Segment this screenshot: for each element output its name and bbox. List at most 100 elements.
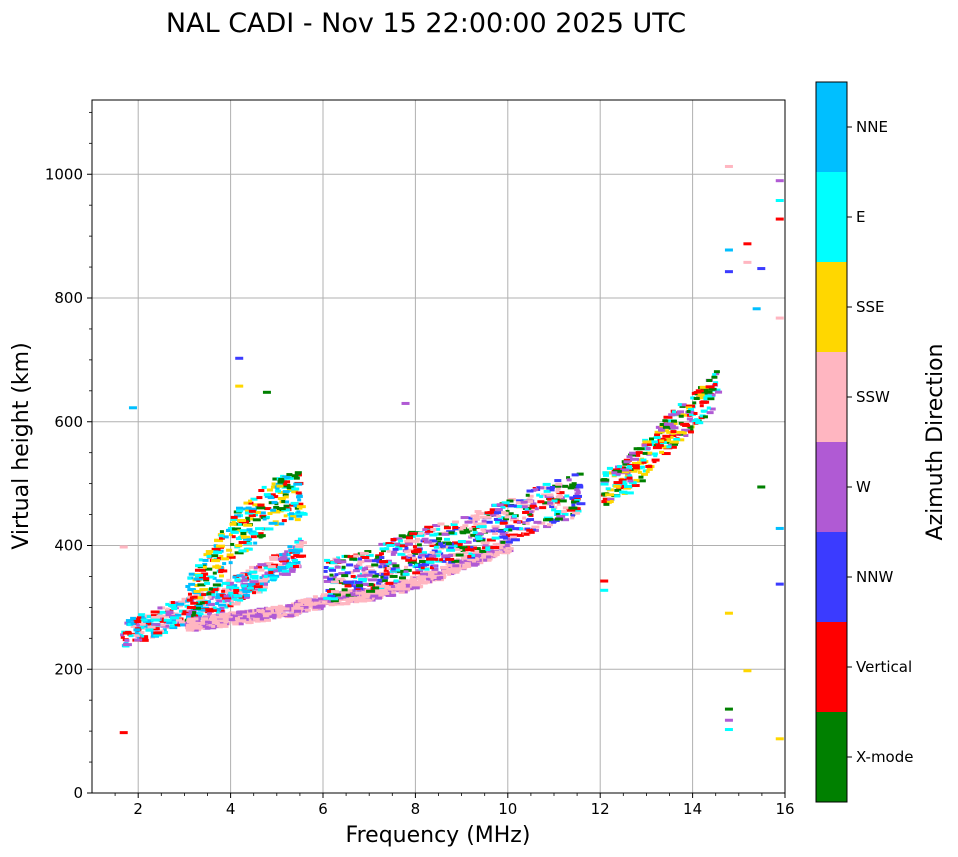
echo-point <box>211 554 219 558</box>
echo-point <box>661 452 671 456</box>
echo-point <box>607 497 615 501</box>
echo-point <box>389 574 398 578</box>
echo-point <box>359 551 369 555</box>
echo-point <box>431 549 438 553</box>
echo-point <box>269 576 278 580</box>
echo-point <box>397 569 406 573</box>
echo-point <box>214 615 224 619</box>
echo-point <box>724 728 733 732</box>
echo-point <box>703 390 713 394</box>
echo-point <box>503 517 510 521</box>
echo-point <box>605 493 615 497</box>
echo-point <box>574 507 581 511</box>
echo-point <box>516 520 521 524</box>
echo-point <box>160 630 169 634</box>
echo-point <box>383 576 389 580</box>
y-tick-label: 600 <box>54 413 83 431</box>
echo-point <box>554 479 562 483</box>
echo-point <box>629 451 637 455</box>
echo-point <box>665 440 670 444</box>
echo-point <box>393 537 403 541</box>
echo-point <box>666 430 675 434</box>
echo-point <box>399 544 408 548</box>
echo-point <box>498 535 508 539</box>
echo-point <box>205 608 214 612</box>
echo-point <box>679 403 687 407</box>
echo-point <box>489 529 496 533</box>
echo-point <box>252 518 261 522</box>
echo-point <box>242 590 251 594</box>
echo-point <box>153 631 163 635</box>
colorbar-segment <box>816 172 847 262</box>
echo-point <box>506 499 514 503</box>
echo-point <box>297 599 302 603</box>
echo-point <box>208 621 217 625</box>
echo-point <box>150 631 155 635</box>
echo-point <box>652 446 662 450</box>
x-tick-label: 14 <box>683 800 702 818</box>
echo-point <box>206 554 212 558</box>
echo-point <box>297 493 303 497</box>
echo-point <box>570 514 575 518</box>
echo-point <box>268 571 274 575</box>
echo-point <box>367 569 375 573</box>
echo-point <box>357 557 362 561</box>
echo-point <box>638 475 644 479</box>
echo-point <box>435 527 441 531</box>
echo-point <box>231 611 240 615</box>
echo-point <box>327 599 334 603</box>
echo-point <box>424 554 429 558</box>
echo-point <box>295 545 304 549</box>
echo-point <box>226 585 235 589</box>
echo-point <box>330 561 338 565</box>
echo-point <box>679 432 687 436</box>
echo-point <box>227 555 236 559</box>
colorbar-tick-label: SSW <box>856 388 890 406</box>
echo-point <box>715 390 723 394</box>
echo-point <box>496 546 504 550</box>
echo-point <box>407 533 414 537</box>
echo-point <box>134 620 142 624</box>
echo-point <box>400 582 406 586</box>
echo-point <box>385 542 393 546</box>
echo-point <box>466 545 471 549</box>
echo-point <box>258 489 265 493</box>
echo-point <box>549 486 555 490</box>
echo-point <box>134 638 143 642</box>
echo-point <box>332 575 337 579</box>
echo-point <box>293 476 300 480</box>
echo-point <box>247 586 255 590</box>
echo-point <box>267 565 276 569</box>
echo-point <box>267 573 275 577</box>
echo-point <box>627 479 634 483</box>
echo-point <box>486 538 496 542</box>
echo-point <box>179 620 187 624</box>
echo-point <box>330 580 339 584</box>
echo-point <box>687 430 694 434</box>
echo-point <box>210 588 219 592</box>
echo-point <box>355 591 364 595</box>
echo-point <box>667 424 676 428</box>
echo-point <box>638 465 645 469</box>
echo-point <box>257 588 267 592</box>
echo-point <box>173 601 179 605</box>
echo-point <box>157 610 167 614</box>
echo-point <box>235 544 243 548</box>
echo-point <box>120 635 125 639</box>
echo-point <box>418 553 427 557</box>
echo-point <box>713 382 718 386</box>
echo-point <box>602 473 609 477</box>
echo-point <box>249 517 254 521</box>
echo-point <box>235 384 244 388</box>
echo-point <box>645 447 651 451</box>
echo-point <box>370 594 379 598</box>
echo-point <box>344 571 351 575</box>
echo-point <box>215 595 221 599</box>
echo-point <box>444 565 449 569</box>
echo-point <box>257 503 265 507</box>
echo-point <box>256 565 263 569</box>
echo-point <box>439 576 444 580</box>
echo-point <box>268 521 278 525</box>
echo-point <box>507 504 517 508</box>
echo-point <box>706 378 713 382</box>
